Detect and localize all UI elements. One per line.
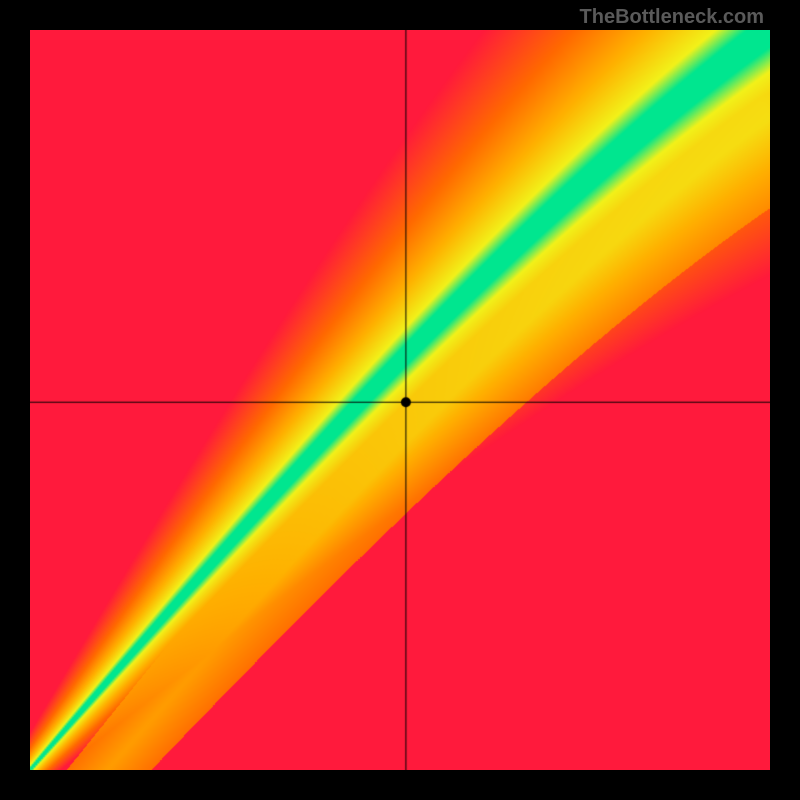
bottleneck-heatmap <box>30 30 770 770</box>
attribution-label: TheBottleneck.com <box>580 6 764 29</box>
